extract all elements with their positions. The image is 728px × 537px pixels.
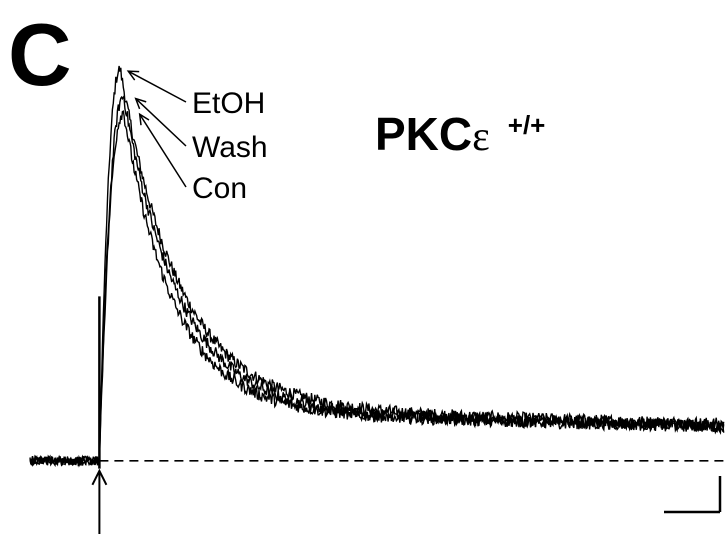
legend-arrow-etoh: [127, 70, 187, 103]
legend-arrow-wash: [135, 98, 187, 147]
chart-title: PKCε +/+: [375, 108, 545, 160]
legend-label-etoh: EtOH: [192, 87, 265, 120]
legend-arrowhead-etoh: [126, 70, 140, 81]
legend-arrowhead-con: [138, 112, 150, 126]
legend-arrowhead-wash: [134, 97, 147, 110]
legend: EtOH Wash Con: [126, 70, 268, 205]
stimulus-arrow-head: [91, 468, 108, 486]
traces-group: [29, 65, 725, 469]
stimulus-arrow-icon: [91, 468, 108, 534]
trace-con: [29, 110, 725, 467]
legend-arrow-con: [139, 113, 187, 188]
title-greek: ε: [472, 114, 490, 160]
scale-bar: [664, 476, 722, 514]
title-superscript: +/+: [508, 110, 546, 140]
title-main: PKC: [375, 108, 472, 160]
legend-label-wash: Wash: [192, 131, 268, 164]
panel-label: C: [8, 5, 72, 104]
legend-label-con: Con: [192, 172, 247, 205]
